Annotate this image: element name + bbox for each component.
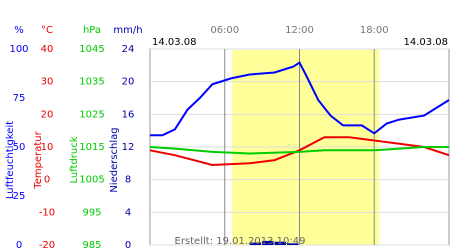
- y-tick-label: 12: [122, 142, 135, 153]
- y-tick-label: 4: [125, 207, 131, 218]
- y-tick-label: 0: [125, 240, 131, 250]
- y-tick-label: 50: [13, 142, 26, 153]
- y-tick-label: 75: [13, 93, 26, 104]
- series-line: [150, 61, 450, 137]
- x-tick-label: 18:00: [360, 25, 389, 36]
- footer: Erstellt: 19.01.2013 10:49: [175, 236, 306, 247]
- precip-bar: [287, 243, 299, 245]
- precip-bar: [274, 241, 287, 245]
- axis-title: Temperatur: [33, 130, 44, 189]
- y-tick-label: 40: [41, 44, 54, 55]
- y-tick-label: 0: [16, 240, 22, 250]
- y-tick-label: -20: [39, 240, 55, 250]
- series-line: [149, 136, 450, 167]
- y-tick-label: 8: [125, 175, 131, 186]
- y-tick-label: 1025: [79, 109, 104, 120]
- y-tick-label: 995: [82, 207, 101, 218]
- y-tick-label: 30: [41, 77, 54, 88]
- y-tick-label: 20: [41, 109, 54, 120]
- series-line: [149, 146, 449, 155]
- y-tick-label: 1035: [79, 77, 104, 88]
- date-start: 14.03.08: [152, 37, 197, 48]
- y-tick-label: 100: [9, 44, 28, 55]
- date-end: 14.03.08: [403, 37, 448, 48]
- precip-bar: [262, 240, 274, 245]
- y-tick-label: 985: [82, 240, 101, 250]
- axis-unit: hPa: [83, 25, 101, 36]
- x-tick-label: 12:00: [285, 25, 314, 36]
- y-tick-label: 1015: [79, 142, 104, 153]
- x-tick-label: 06:00: [210, 25, 239, 36]
- axis-unit: mm/h: [113, 25, 142, 36]
- y-tick-label: 24: [122, 44, 135, 55]
- axis-title: Luftdruck: [69, 136, 80, 183]
- y-tick-label: 1005: [79, 175, 104, 186]
- y-tick-label: 0: [44, 175, 50, 186]
- y-tick-label: 1045: [79, 44, 104, 55]
- y-tick-label: 20: [122, 77, 135, 88]
- axis-unit: %: [14, 25, 24, 36]
- y-tick-label: 16: [122, 109, 135, 120]
- axis-title: Luftfeuchtigkeit: [5, 121, 16, 199]
- axis-title: Niederschlag: [109, 127, 120, 192]
- axis-unit: °C: [41, 25, 53, 36]
- y-tick-label: -10: [39, 207, 55, 218]
- precip-bar: [249, 242, 262, 245]
- y-tick-label: 10: [41, 142, 54, 153]
- y-tick-label: 25: [13, 191, 26, 202]
